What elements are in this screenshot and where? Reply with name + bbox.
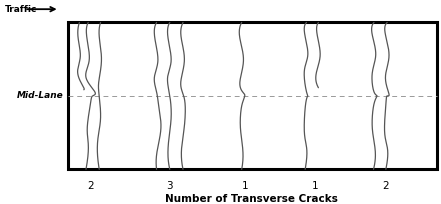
Text: 1: 1 xyxy=(312,181,319,191)
Text: 2: 2 xyxy=(382,181,389,191)
Text: Mid-Lane: Mid-Lane xyxy=(16,91,63,100)
Text: 1: 1 xyxy=(241,181,248,191)
Text: Number of Transverse Cracks: Number of Transverse Cracks xyxy=(165,194,338,204)
Bar xyxy=(68,22,437,169)
Text: Traffic: Traffic xyxy=(4,5,37,14)
Text: 3: 3 xyxy=(166,181,173,191)
Text: 2: 2 xyxy=(87,181,94,191)
